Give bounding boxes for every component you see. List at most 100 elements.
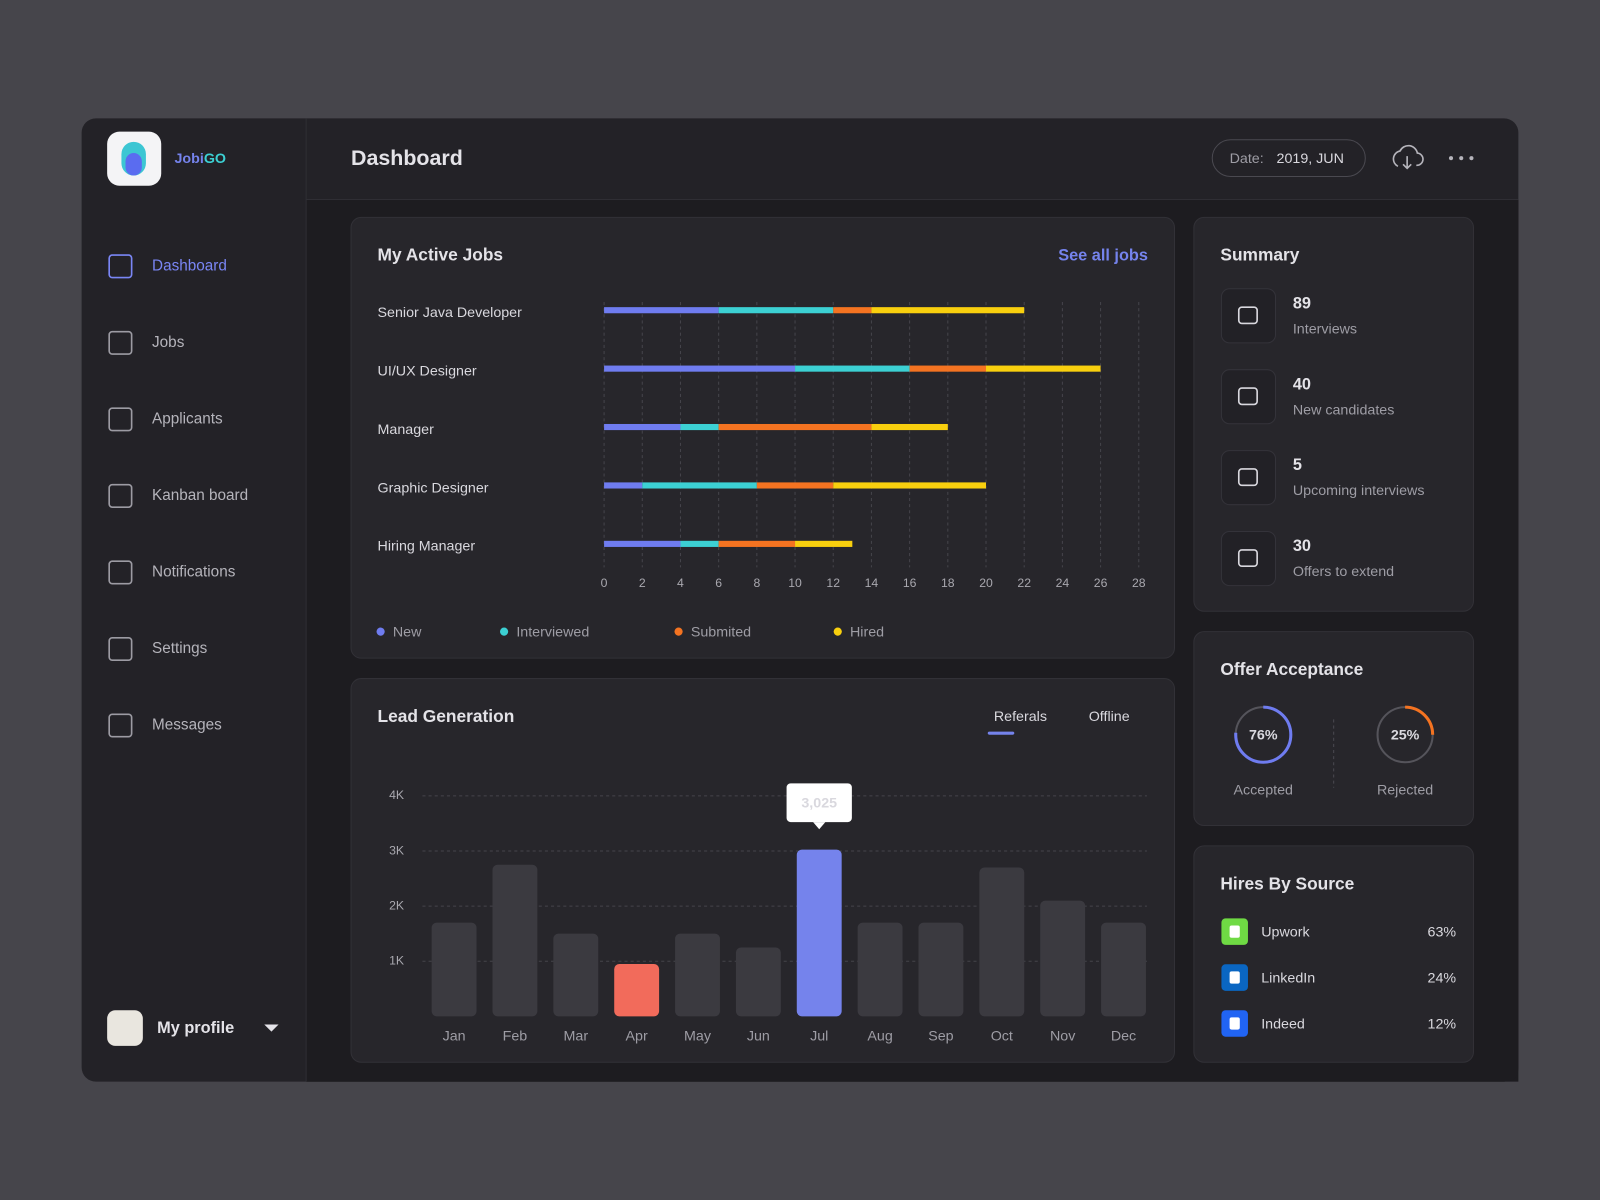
legend-label: Interviewed	[516, 624, 589, 640]
x-tick-label: 14	[865, 576, 879, 590]
x-tick-label: Nov	[1050, 1029, 1076, 1045]
nav-item[interactable]: Jobs	[152, 334, 185, 351]
bar[interactable]	[614, 963, 660, 1017]
legend-dot	[376, 627, 385, 636]
bar[interactable]	[1040, 900, 1086, 1017]
legend-label: Hired	[850, 624, 884, 640]
source-share: 24%	[1428, 970, 1457, 986]
card-title: Summary	[1220, 245, 1299, 265]
summary-label: Offers to extend	[1293, 564, 1394, 580]
legend-dot	[674, 627, 683, 636]
x-tick-label: 4	[677, 576, 684, 590]
bar[interactable]	[553, 933, 599, 1017]
nav-icon[interactable]	[108, 713, 133, 738]
legend-label: New	[393, 624, 422, 640]
summary-label: New candidates	[1293, 402, 1395, 418]
nav-item[interactable]: Messages	[152, 717, 222, 734]
download-icon[interactable]	[1392, 144, 1424, 170]
bar-segment	[871, 423, 948, 431]
bar-segment	[871, 307, 1025, 314]
source-name: LinkedIn	[1261, 970, 1315, 986]
nav-item[interactable]: Settings	[152, 640, 208, 657]
date-pill[interactable]	[1211, 139, 1366, 178]
nav-icon[interactable]	[108, 330, 133, 355]
nav-icon[interactable]	[108, 636, 133, 662]
donut-label: 76%	[1249, 727, 1278, 743]
x-tick-label: Feb	[503, 1029, 528, 1045]
tooltip-label: 3,025	[801, 795, 837, 811]
x-tick-label: Jun	[747, 1029, 770, 1045]
dropdown-arrow[interactable]	[264, 1024, 279, 1032]
card-title: Offer Acceptance	[1220, 659, 1363, 679]
nav-icon[interactable]	[108, 254, 133, 279]
legend-label: Submited	[691, 624, 751, 640]
job-label: UI/UX Designer	[378, 363, 477, 379]
tab-underline	[987, 731, 1015, 735]
card-title: My Active Jobs	[378, 245, 504, 265]
nav-icon[interactable]	[108, 407, 133, 432]
tab[interactable]: Offline	[1089, 709, 1130, 725]
card	[350, 216, 1175, 659]
x-tick-label: 24	[1056, 576, 1070, 590]
profile-name[interactable]: My profile	[157, 1019, 234, 1037]
more-icon[interactable]	[1448, 156, 1474, 161]
avatar[interactable]	[107, 1010, 143, 1046]
summary-icon	[1237, 468, 1258, 487]
x-tick-label: 26	[1094, 576, 1108, 590]
nav-icon[interactable]	[108, 483, 133, 508]
x-tick-label: Oct	[991, 1029, 1013, 1045]
bar-segment	[718, 307, 834, 314]
summary-label: Interviews	[1293, 321, 1357, 337]
x-tick-label: Dec	[1111, 1029, 1136, 1045]
summary-value: 30	[1293, 537, 1311, 555]
x-tick-label: Jul	[810, 1029, 828, 1045]
x-tick-label: 16	[903, 576, 917, 590]
nav-item[interactable]: Dashboard	[152, 257, 227, 274]
bar[interactable]	[979, 867, 1025, 1017]
x-tick-label: 20	[979, 576, 993, 590]
job-label: Manager	[378, 422, 435, 438]
tab[interactable]: Referals	[994, 709, 1047, 725]
bar-segment	[680, 540, 719, 547]
x-tick-label: Sep	[928, 1029, 953, 1045]
bar-segment	[718, 423, 872, 431]
nav-item[interactable]: Notifications	[152, 563, 236, 580]
x-tick-label: 18	[941, 576, 955, 590]
see-all-link[interactable]: See all jobs	[1058, 246, 1148, 264]
bar-segment	[718, 540, 796, 547]
y-tick-label: 2K	[389, 898, 405, 912]
legend-dot	[833, 627, 842, 636]
x-tick-label: Mar	[564, 1029, 589, 1045]
bar-segment	[795, 540, 853, 547]
job-label: Graphic Designer	[378, 480, 489, 496]
x-tick-label: 6	[715, 576, 722, 590]
nav-item[interactable]: Applicants	[152, 410, 223, 427]
summary-icon-box	[1220, 450, 1277, 506]
x-tick-label: 8	[753, 576, 760, 590]
bar-segment	[604, 423, 681, 431]
bar[interactable]	[857, 922, 903, 1017]
bar[interactable]	[675, 933, 720, 1017]
bar[interactable]	[796, 849, 842, 1017]
source-logo-mark	[1229, 971, 1240, 984]
bar-segment	[604, 482, 643, 489]
bar[interactable]	[492, 864, 538, 1017]
x-tick-label: Jan	[443, 1029, 466, 1045]
x-tick-label: 28	[1132, 576, 1146, 590]
legend-dot	[500, 627, 509, 636]
bar-segment	[986, 365, 1101, 372]
bar[interactable]	[735, 947, 781, 1017]
summary-label: Upcoming interviews	[1293, 483, 1425, 499]
source-name: Upwork	[1261, 924, 1310, 940]
source-logo-mark	[1229, 925, 1240, 938]
nav-item[interactable]: Kanban board	[152, 487, 248, 504]
bar[interactable]	[431, 922, 477, 1017]
donut-arc	[1376, 705, 1435, 764]
brand-part: GO	[204, 151, 226, 167]
nav-icon[interactable]	[108, 560, 133, 585]
bar[interactable]	[1101, 922, 1146, 1017]
tooltip	[786, 783, 852, 823]
summary-icon	[1237, 306, 1258, 325]
bar[interactable]	[918, 922, 964, 1017]
